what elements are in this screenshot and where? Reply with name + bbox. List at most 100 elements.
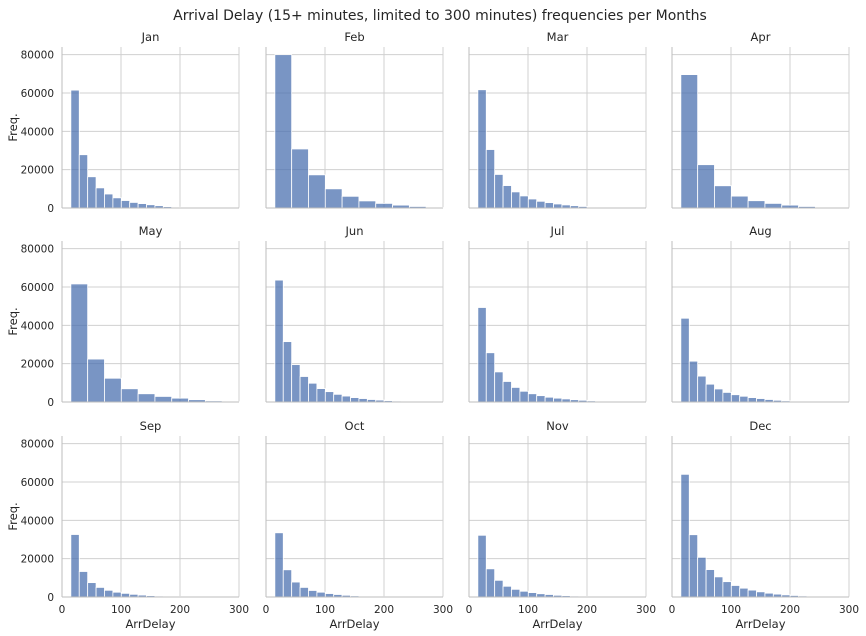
histogram-bar bbox=[291, 364, 301, 403]
y-axis-label: Freq. bbox=[6, 307, 20, 335]
histogram-bar bbox=[120, 592, 131, 598]
histogram-bar bbox=[291, 148, 309, 209]
histogram-bar bbox=[291, 581, 301, 598]
histogram-bar bbox=[358, 398, 368, 403]
y-tick-label: 60000 bbox=[21, 477, 54, 489]
panel-apr: Apr bbox=[671, 30, 850, 209]
histogram-bar bbox=[333, 393, 343, 403]
panel-aug: Aug bbox=[671, 224, 850, 403]
histogram-bar bbox=[282, 341, 293, 403]
panel-title: Jun bbox=[345, 224, 364, 238]
histogram-bar bbox=[282, 569, 293, 598]
y-tick-label: 0 bbox=[47, 203, 54, 215]
histogram-bar bbox=[316, 388, 326, 403]
x-axis-label: ArrDelay bbox=[329, 617, 379, 631]
histogram-bar bbox=[536, 395, 546, 403]
histogram-bar bbox=[308, 590, 318, 598]
panel-oct: Oct 0 100 200 300 ArrDelay bbox=[263, 419, 453, 631]
histogram-bar bbox=[485, 568, 496, 598]
histogram-bar bbox=[688, 534, 699, 598]
y-tick-label: 40000 bbox=[21, 126, 54, 138]
y-tick-label: 80000 bbox=[21, 244, 54, 256]
panel-title: May bbox=[139, 224, 163, 238]
histogram-bar bbox=[494, 371, 504, 403]
histogram-bar bbox=[299, 376, 309, 403]
panel-title: Mar bbox=[547, 30, 569, 44]
histogram-bar bbox=[120, 200, 131, 209]
y-tick-label: 20000 bbox=[21, 554, 54, 566]
histogram-bar bbox=[95, 587, 105, 598]
histogram-bar bbox=[316, 591, 326, 598]
histogram-bar bbox=[527, 198, 538, 209]
panel-title: Nov bbox=[546, 419, 569, 433]
panel-mar: Mar bbox=[468, 30, 647, 209]
histogram-bar bbox=[536, 200, 546, 209]
histogram-bar bbox=[714, 576, 724, 598]
x-tick-label: 300 bbox=[839, 604, 859, 616]
histogram-bar bbox=[78, 154, 89, 209]
x-tick-label: 300 bbox=[433, 604, 453, 616]
histogram-bar bbox=[730, 585, 741, 598]
histogram-bar bbox=[70, 283, 89, 403]
x-axis-label: ArrDelay bbox=[532, 617, 582, 631]
panel-nov: Nov 0 100 200 300 ArrDelay bbox=[466, 419, 656, 631]
x-axis-label: ArrDelay bbox=[125, 617, 175, 631]
histogram-bar bbox=[756, 591, 766, 598]
panel-title: Dec bbox=[749, 419, 771, 433]
y-tick-label: 20000 bbox=[21, 359, 54, 371]
histogram-bar bbox=[375, 202, 393, 209]
histogram-bar bbox=[714, 388, 724, 403]
histogram-bar bbox=[544, 202, 554, 209]
y-tick-label: 60000 bbox=[21, 88, 54, 100]
histogram-bar bbox=[714, 185, 732, 209]
histogram-bar bbox=[104, 193, 114, 209]
histogram-bar bbox=[739, 587, 749, 598]
histogram-bar bbox=[78, 571, 89, 598]
y-axis-label: Freq. bbox=[6, 502, 20, 530]
histogram-bar bbox=[341, 195, 360, 209]
histogram-bar bbox=[722, 581, 732, 598]
histogram-bar bbox=[95, 187, 105, 209]
histogram-bar bbox=[764, 202, 783, 209]
x-tick-label: 0 bbox=[466, 604, 473, 616]
histogram-bar bbox=[494, 174, 504, 209]
histogram-bar bbox=[553, 397, 563, 403]
histogram-bar bbox=[730, 394, 741, 403]
panel-title: Jul bbox=[550, 224, 565, 238]
histogram-bar bbox=[308, 174, 326, 209]
x-tick-label: 0 bbox=[263, 604, 270, 616]
y-tick-label: 40000 bbox=[21, 515, 54, 527]
x-tick-label: 0 bbox=[669, 604, 676, 616]
y-tick-label: 60000 bbox=[21, 282, 54, 294]
histogram-bar bbox=[722, 392, 732, 403]
histogram-bar bbox=[519, 390, 529, 403]
histogram-bar bbox=[511, 387, 521, 403]
histogram-bar bbox=[697, 556, 707, 598]
histogram-bar bbox=[527, 592, 538, 598]
x-axis-label: ArrDelay bbox=[735, 617, 785, 631]
histogram-bar bbox=[730, 195, 749, 209]
x-tick-label: 100 bbox=[518, 604, 538, 616]
histogram-bar bbox=[299, 587, 309, 598]
histogram-bar bbox=[494, 579, 504, 598]
histogram-bar bbox=[87, 358, 105, 403]
panel-feb: Feb bbox=[265, 30, 444, 209]
histogram-bar bbox=[519, 590, 529, 598]
histogram-bar bbox=[324, 593, 335, 598]
histogram-bar bbox=[104, 589, 114, 598]
histogram-bar bbox=[544, 396, 554, 403]
x-tick-label: 100 bbox=[721, 604, 741, 616]
histogram-bar bbox=[705, 569, 715, 598]
histogram-bar bbox=[680, 74, 699, 209]
histogram-bar bbox=[485, 352, 496, 403]
histogram-bar bbox=[274, 279, 284, 403]
histogram-bar bbox=[502, 585, 512, 598]
panel-jan: Jan 0 20000 40000 60000 80000 Freq. bbox=[6, 30, 240, 215]
histogram-bar bbox=[129, 202, 139, 209]
histogram-bar bbox=[341, 395, 351, 403]
panel-jul: Jul bbox=[468, 224, 647, 403]
histogram-bar bbox=[350, 397, 360, 403]
histogram-bar bbox=[511, 191, 521, 209]
